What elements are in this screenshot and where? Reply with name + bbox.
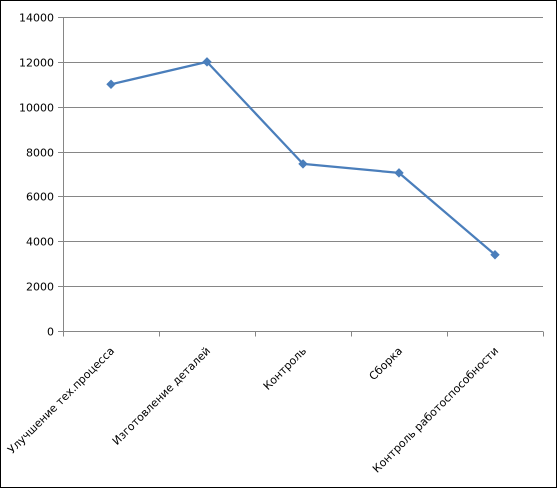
gridlines <box>63 17 543 287</box>
y-tick-label: 10000 <box>19 102 54 115</box>
data-point-marker <box>106 79 116 89</box>
y-tick-label: 0 <box>47 326 54 339</box>
y-tick-label: 8000 <box>26 147 54 160</box>
y-tick-labels: 0 2000 4000 6000 8000 10000 12000 14000 <box>19 12 54 339</box>
y-tick-label: 14000 <box>19 12 54 25</box>
y-tick-label: 6000 <box>26 191 54 204</box>
data-point-marker <box>202 57 212 67</box>
x-category-label: Улучшение тех.процесса <box>5 344 117 456</box>
data-point-marker <box>298 159 308 169</box>
series <box>106 57 500 260</box>
axes <box>58 17 544 337</box>
x-category-label: Контроль <box>261 344 309 392</box>
x-category-label: Изготовление деталей <box>110 344 213 447</box>
data-point-marker <box>490 250 500 260</box>
y-tick-label: 12000 <box>19 57 54 70</box>
x-category-label: Сборка <box>367 344 406 383</box>
data-point-marker <box>394 168 404 178</box>
y-tick-label: 2000 <box>26 281 54 294</box>
y-tick-label: 4000 <box>26 236 54 249</box>
series-line <box>110 60 496 256</box>
